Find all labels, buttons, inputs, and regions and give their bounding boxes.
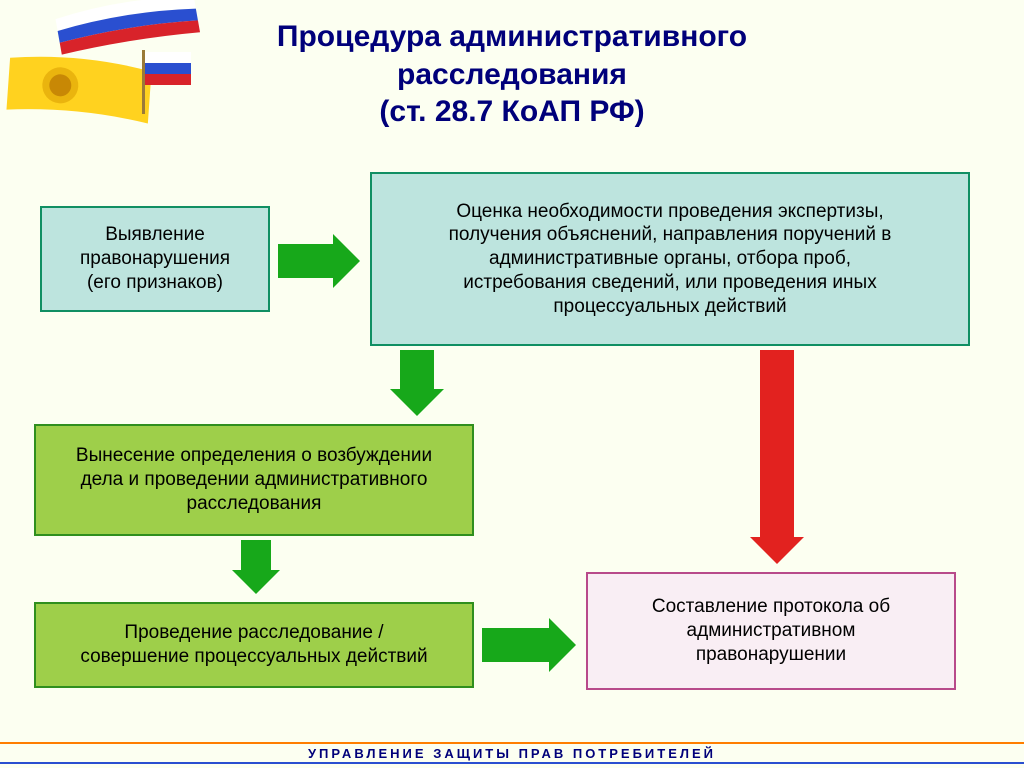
node-text: расследования (76, 492, 432, 516)
node-text: дела и проведении административного (76, 468, 432, 492)
arrow-n2-n3 (390, 350, 444, 416)
arrow-n3-n4 (232, 540, 280, 594)
node-text: процессуальных действий (449, 295, 892, 319)
footer: УПРАВЛЕНИЕ ЗАЩИТЫ ПРАВ ПОТРЕБИТЕЛЕЙ (0, 734, 1024, 768)
node-text: получения объяснений, направления поруче… (449, 223, 892, 247)
node-assessment: Оценка необходимости проведения эксперти… (370, 172, 970, 346)
footer-line-top (0, 742, 1024, 744)
footer-text: УПРАВЛЕНИЕ ЗАЩИТЫ ПРАВ ПОТРЕБИТЕЛЕЙ (0, 746, 1024, 761)
node-text: правонарушения (80, 247, 230, 271)
arrow-n1-n2 (278, 234, 360, 288)
node-text: административном (652, 619, 890, 643)
node-text: (его признаков) (80, 271, 230, 295)
node-investigation: Проведение расследование / совершение пр… (34, 602, 474, 688)
node-text: Оценка необходимости проведения эксперти… (449, 200, 892, 224)
node-text: совершение процессуальных действий (80, 645, 427, 669)
footer-line-bottom (0, 762, 1024, 764)
title-line2: расследования (0, 56, 1024, 94)
node-protocol: Составление протокола об административно… (586, 572, 956, 690)
node-text: Составление протокола об (652, 595, 890, 619)
node-text: истребования сведений, или проведения ин… (449, 271, 892, 295)
arrow-n2-n5 (750, 350, 804, 564)
title-line3: (ст. 28.7 КоАП РФ) (0, 93, 1024, 131)
node-text: административные органы, отбора проб, (449, 247, 892, 271)
node-detection: Выявление правонарушения (его признаков) (40, 206, 270, 312)
node-text: Вынесение определения о возбуждении (76, 444, 432, 468)
node-text: правонарушении (652, 643, 890, 667)
arrow-n4-n5 (482, 618, 576, 672)
slide-title: Процедура административного расследовани… (0, 18, 1024, 131)
node-text: Выявление (80, 223, 230, 247)
title-line1: Процедура административного (0, 18, 1024, 56)
node-text: Проведение расследование / (80, 621, 427, 645)
node-determination: Вынесение определения о возбуждении дела… (34, 424, 474, 536)
